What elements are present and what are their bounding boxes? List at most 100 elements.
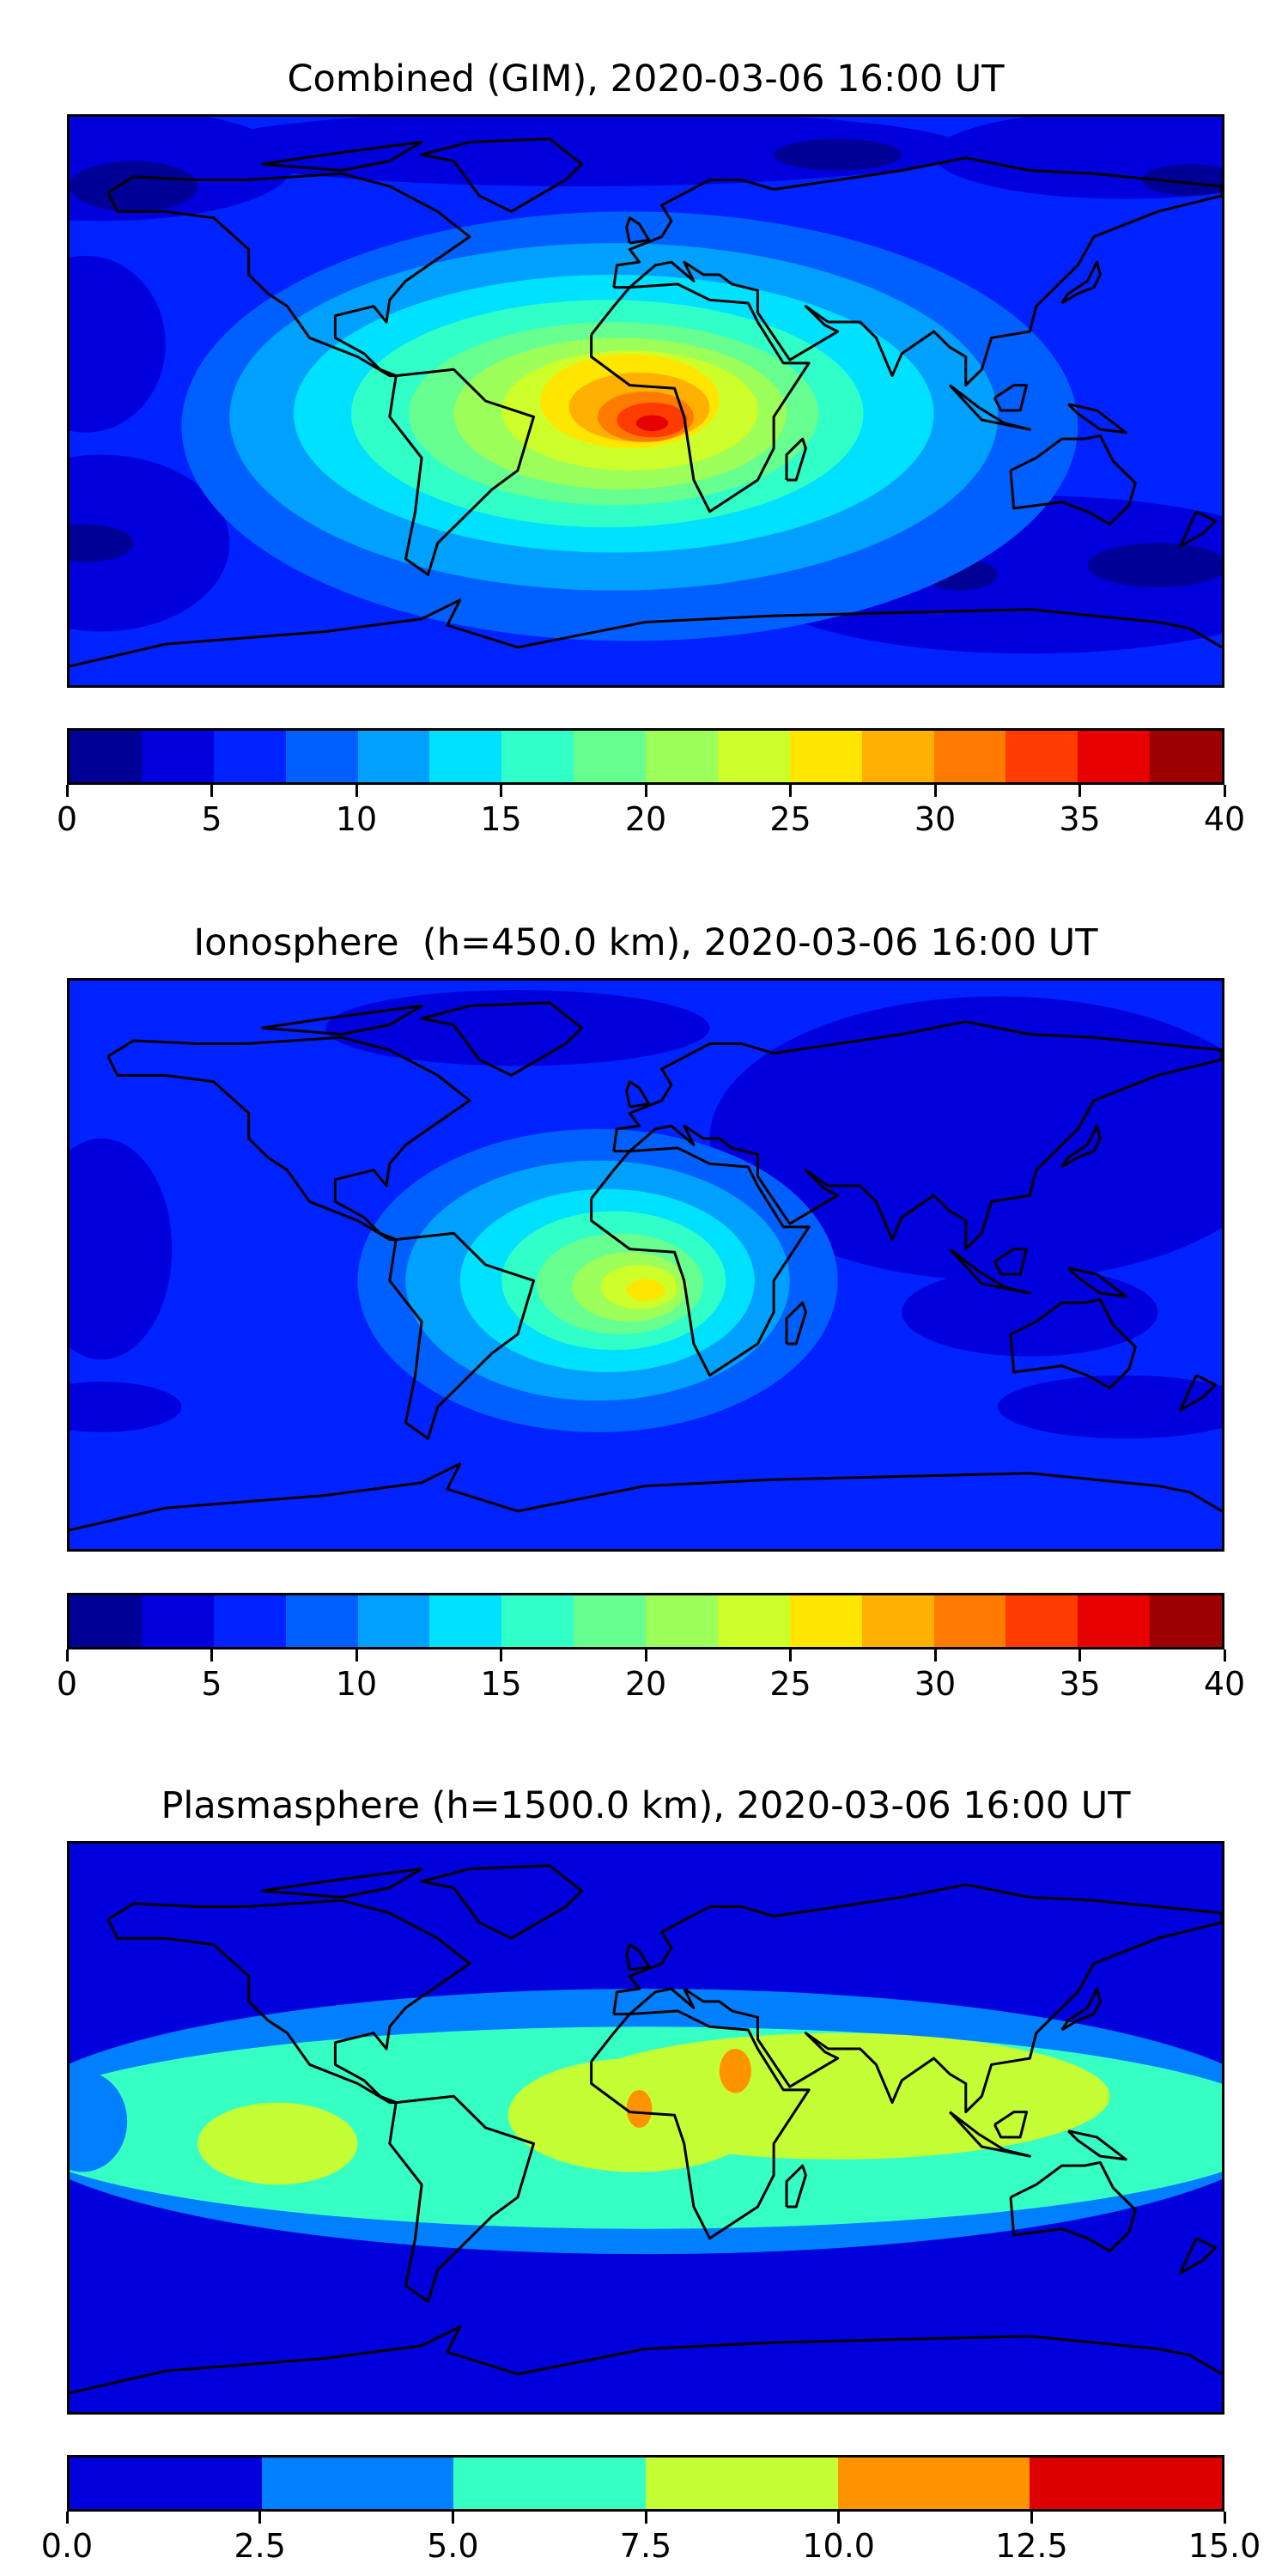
coastline-north-america <box>108 1900 470 2102</box>
contour-level-0 <box>70 524 134 562</box>
contour-level-0 <box>774 138 902 171</box>
contour-level-3 <box>197 2102 358 2185</box>
coastline-antarctica <box>70 2327 1222 2393</box>
coastline-madagascar <box>787 2166 805 2207</box>
colorbar-segment <box>285 1595 358 1647</box>
colorbar-tick-label: 35 <box>1059 1665 1101 1703</box>
panel-1-contour-plot <box>70 117 1222 685</box>
coastline-great-britain <box>627 218 649 243</box>
colorbar-tick-mark <box>789 785 792 797</box>
colorbar-segment <box>70 1595 142 1647</box>
colorbar-tick-label: 10.0 <box>802 2527 875 2565</box>
coastline-africa <box>592 284 809 512</box>
colorbar-tick-mark <box>789 1649 792 1662</box>
coastline-australia <box>1011 1299 1135 1388</box>
panel-2-map <box>67 978 1224 1552</box>
coastline-australia <box>1011 435 1135 524</box>
colorbar-segment <box>1030 2458 1223 2509</box>
coastline-great-britain <box>627 1082 649 1107</box>
colorbar-tick-mark <box>644 1649 647 1662</box>
colorbar-segment <box>717 731 790 782</box>
colorbar-tick-label: 25 <box>769 1665 811 1703</box>
contour-level-1 <box>70 255 166 433</box>
coastline-new-zealand <box>1181 512 1216 546</box>
contour-level-0 <box>1087 543 1222 587</box>
colorbar-segment <box>501 1595 574 1647</box>
colorbar-tick-mark <box>258 2512 262 2524</box>
colorbar-tick-label: 15 <box>480 1665 522 1703</box>
colorbar-segment <box>717 1595 790 1647</box>
colorbar-segment <box>357 731 430 782</box>
colorbar-tick-label: 40 <box>1203 800 1246 838</box>
coastline-new-zealand <box>1181 2239 1216 2273</box>
coastline-greenland <box>422 139 581 212</box>
colorbar-tick-label: 12.5 <box>995 2527 1068 2565</box>
colorbar-segment <box>861 731 934 782</box>
coastline-japan <box>1062 1989 1101 2030</box>
colorbar-tick-mark <box>1223 2512 1226 2524</box>
coastline-australia <box>1011 2162 1135 2251</box>
colorbar-tick-label: 5.0 <box>427 2527 479 2565</box>
colorbar-tick-label: 35 <box>1059 800 1101 838</box>
coastline-borneo <box>994 1249 1026 1274</box>
colorbar-segment <box>1005 1595 1078 1647</box>
panel-2-title: Ionosphere (h=450.0 km), 2020-03-06 16:0… <box>193 921 1098 964</box>
colorbar-segment <box>285 731 358 782</box>
colorbar-tick-label: 30 <box>914 800 957 838</box>
contour-level-1 <box>709 996 1222 1281</box>
colorbar-tick-mark <box>355 1649 358 1662</box>
colorbar-tick-label: 7.5 <box>619 2527 672 2565</box>
coastline-arctic-islands <box>262 1868 422 1897</box>
coastline-greenland <box>422 1003 581 1076</box>
colorbar-tick-mark <box>1030 2512 1033 2524</box>
coastline-antarctica <box>70 600 1222 666</box>
coastline-new-zealand <box>1181 1376 1216 1410</box>
panel-1-title: Combined (GIM), 2020-03-06 16:00 UT <box>287 58 1005 100</box>
colorbar-segment <box>70 731 142 782</box>
colorbar-segment <box>646 731 718 782</box>
colorbar-segment <box>261 2458 454 2509</box>
coastline-eurasia <box>614 158 1222 386</box>
colorbar-tick-mark <box>65 2512 69 2524</box>
panel-1-colorbar <box>67 728 1224 785</box>
coastline-japan <box>1062 1126 1101 1167</box>
colorbar-segment <box>1078 731 1151 782</box>
colorbar-segment <box>429 731 502 782</box>
colorbar-segment <box>453 2458 647 2509</box>
colorbar-tick-label: 2.5 <box>234 2527 286 2565</box>
coastline-north-america <box>108 173 470 375</box>
contour-level-4 <box>626 2089 653 2128</box>
contour-level-10 <box>626 1279 665 1302</box>
colorbar-tick-mark <box>933 785 937 797</box>
colorbar-tick-mark <box>644 785 647 797</box>
contour-level-1 <box>70 1138 173 1360</box>
colorbar-segment <box>574 1595 646 1647</box>
colorbar-tick-label: 30 <box>914 1665 957 1703</box>
panel-3-title: Plasmasphere (h=1500.0 km), 2020-03-06 1… <box>161 1784 1131 1827</box>
coastline-south-america <box>390 2096 534 2301</box>
panel-2-colorbar <box>67 1593 1224 1649</box>
colorbar-tick-mark <box>1078 785 1081 797</box>
colorbar-tick-label: 0.0 <box>40 2527 94 2565</box>
coastline-south-america <box>390 1233 534 1438</box>
coastline-north-america <box>108 1037 470 1239</box>
colorbar-tick-label: 25 <box>769 800 811 838</box>
coastline-south-america <box>390 369 534 574</box>
colorbar-segment <box>646 1595 718 1647</box>
panel-3-contour-plot <box>70 1844 1222 2412</box>
panel-2-colorbar-ticks: 0 5 10 15 20 25 30 35 40 <box>57 1649 1245 1703</box>
contour-level-1 <box>902 1267 1158 1357</box>
colorbar-tick-label: 10 <box>335 800 378 838</box>
colorbar-tick-mark <box>210 785 213 797</box>
coastline-africa <box>592 1148 809 1376</box>
contour-level-1 <box>197 117 966 186</box>
colorbar-tick-mark <box>65 1649 69 1662</box>
panel-1-colorbar-ticks: 0 5 10 15 20 25 30 35 40 <box>57 785 1245 838</box>
coastline-africa <box>592 2011 809 2239</box>
panel-3-colorbar-ticks: 0.0 2.5 5.0 7.5 10.0 12.5 15.0 <box>41 2512 1261 2565</box>
contour-level-4 <box>719 2049 752 2093</box>
coastline-borneo <box>994 386 1026 410</box>
colorbar-tick-label: 5 <box>201 1665 222 1703</box>
colorbar-tick-mark <box>210 1649 213 1662</box>
